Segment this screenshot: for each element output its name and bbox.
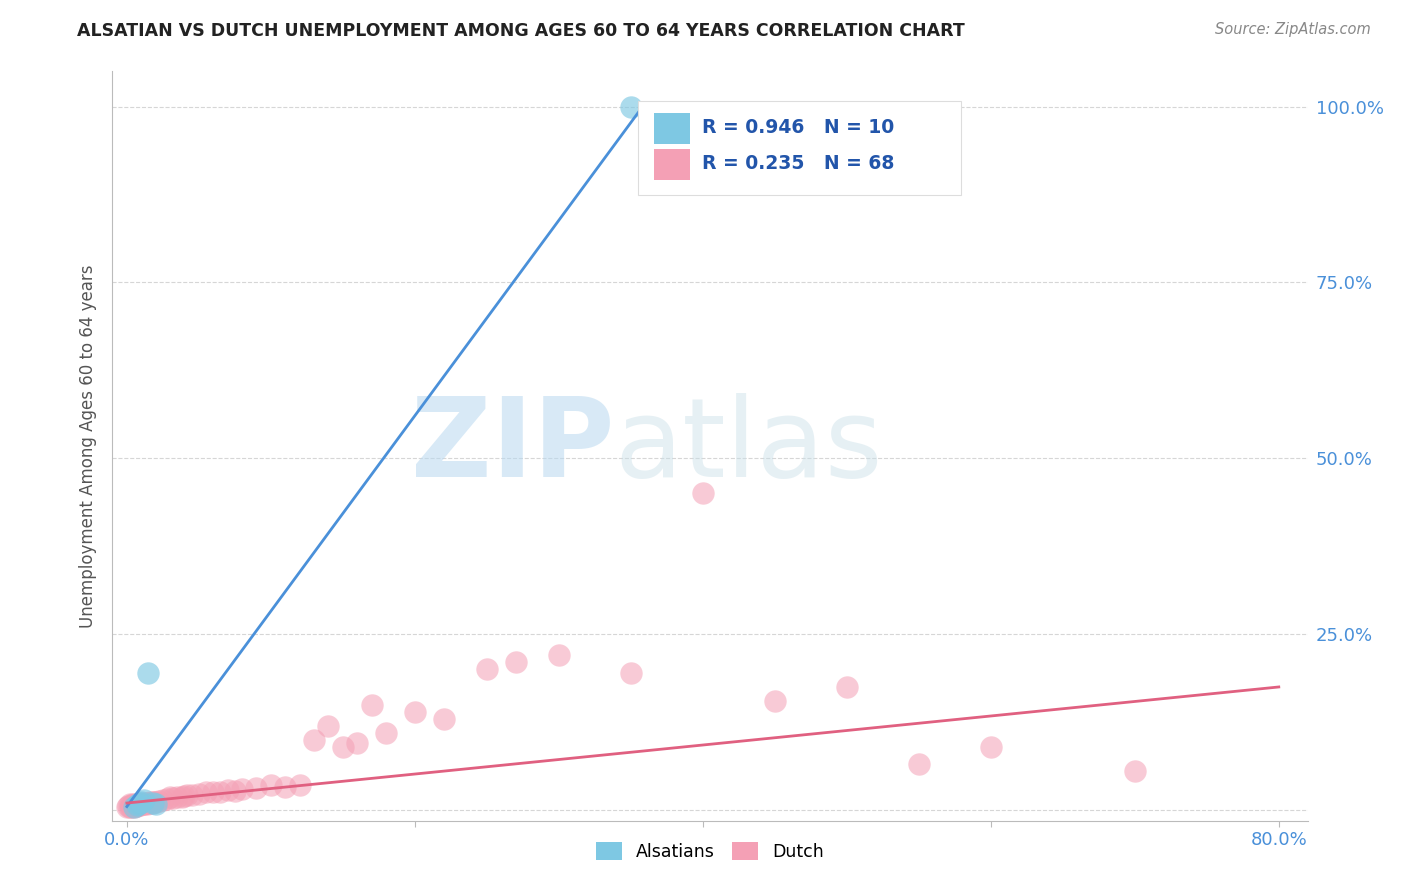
Point — [128, 796, 150, 810]
Point — [124, 797, 146, 811]
Point — [118, 797, 141, 812]
Point — [187, 787, 209, 801]
Point — [475, 662, 498, 676]
Point — [120, 799, 142, 814]
Point — [122, 798, 145, 813]
Point — [142, 796, 165, 810]
Point — [692, 486, 714, 500]
Point — [122, 799, 145, 814]
Point — [120, 798, 142, 813]
Point — [141, 796, 163, 810]
Point — [159, 790, 181, 805]
Point — [139, 795, 162, 809]
Point — [125, 797, 148, 812]
Point — [132, 797, 155, 811]
Point — [118, 799, 141, 814]
Text: R = 0.946   N = 10: R = 0.946 N = 10 — [702, 118, 894, 137]
Point — [129, 797, 152, 812]
Point — [288, 778, 311, 792]
Point — [117, 798, 139, 813]
Point — [231, 782, 253, 797]
Point — [138, 665, 160, 680]
Text: atlas: atlas — [614, 392, 883, 500]
Point — [217, 783, 239, 797]
Point — [127, 797, 149, 811]
Point — [907, 757, 929, 772]
Point — [202, 785, 225, 799]
Point — [145, 795, 167, 809]
Point — [620, 99, 643, 113]
Point — [129, 795, 152, 809]
Point — [121, 797, 143, 812]
Point — [302, 732, 325, 747]
Point — [138, 796, 160, 810]
Point — [134, 792, 156, 806]
Point — [180, 789, 202, 803]
Point — [224, 784, 246, 798]
Point — [763, 694, 786, 708]
Text: R = 0.235   N = 68: R = 0.235 N = 68 — [702, 154, 894, 173]
Point — [129, 796, 152, 810]
Point — [127, 798, 149, 813]
Point — [145, 797, 167, 812]
Point — [156, 792, 179, 806]
Point — [135, 796, 157, 810]
Point — [209, 785, 232, 799]
Point — [245, 780, 267, 795]
Point — [173, 789, 195, 803]
Point — [505, 656, 527, 670]
Point — [346, 736, 368, 750]
Point — [195, 785, 218, 799]
Point — [115, 799, 138, 814]
FancyBboxPatch shape — [654, 149, 690, 180]
Point — [433, 712, 456, 726]
Legend: Alsatians, Dutch: Alsatians, Dutch — [589, 836, 831, 868]
Point — [318, 719, 340, 733]
Text: Source: ZipAtlas.com: Source: ZipAtlas.com — [1215, 22, 1371, 37]
Point — [124, 798, 146, 813]
FancyBboxPatch shape — [638, 102, 962, 195]
Point — [404, 705, 426, 719]
Point — [162, 791, 184, 805]
Point — [547, 648, 569, 663]
Point — [148, 794, 170, 808]
Point — [1123, 764, 1146, 779]
Point — [980, 739, 1002, 754]
Point — [142, 795, 165, 809]
Point — [166, 789, 188, 804]
Text: ALSATIAN VS DUTCH UNEMPLOYMENT AMONG AGES 60 TO 64 YEARS CORRELATION CHART: ALSATIAN VS DUTCH UNEMPLOYMENT AMONG AGE… — [77, 22, 965, 40]
Point — [121, 798, 143, 813]
Point — [143, 795, 166, 809]
Point — [176, 788, 198, 802]
Point — [125, 798, 148, 813]
Point — [170, 790, 193, 805]
Text: ZIP: ZIP — [411, 392, 614, 500]
Point — [274, 780, 297, 794]
Point — [332, 739, 354, 754]
Point — [620, 665, 643, 680]
Point — [134, 797, 156, 812]
Point — [260, 779, 283, 793]
Point — [152, 792, 174, 806]
Point — [360, 698, 382, 712]
Point — [125, 798, 148, 813]
FancyBboxPatch shape — [654, 112, 690, 144]
Point — [127, 797, 149, 812]
Point — [835, 680, 858, 694]
Point — [375, 725, 398, 739]
Y-axis label: Unemployment Among Ages 60 to 64 years: Unemployment Among Ages 60 to 64 years — [79, 264, 97, 628]
Point — [136, 797, 159, 811]
Point — [128, 798, 150, 813]
Point — [122, 799, 145, 814]
